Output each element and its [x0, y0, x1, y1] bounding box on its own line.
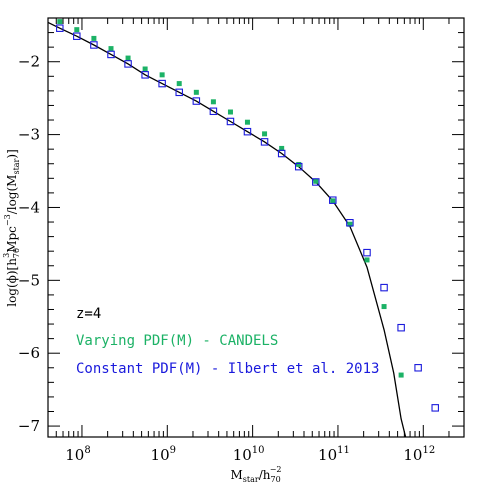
- data-point-filled: [210, 99, 216, 105]
- data-point-open: [73, 32, 81, 40]
- data-point-open: [175, 88, 183, 97]
- data-point-filled: [142, 66, 148, 72]
- data-point-filled: [364, 257, 370, 263]
- data-point-open: [346, 219, 354, 227]
- legend-series-1: Varying PDF(M) - CANDELS: [76, 333, 278, 349]
- axis-ticks: [47, 17, 465, 437]
- data-point-open: [329, 196, 337, 204]
- y-tick-label: −2: [18, 53, 40, 71]
- data-point-open: [192, 97, 201, 105]
- y-tick-label: −6: [18, 344, 40, 362]
- data-point-open: [141, 71, 149, 79]
- x-tick-label: 1010: [233, 445, 265, 464]
- data-point-open: [56, 24, 64, 32]
- data-point-filled: [330, 198, 336, 204]
- y-tick-label: −5: [18, 271, 40, 289]
- data-point-open: [90, 41, 98, 49]
- data-point-filled: [381, 304, 387, 310]
- data-point-open: [294, 162, 303, 171]
- data-point-open: [209, 107, 218, 116]
- data-point-filled: [57, 19, 63, 25]
- data-point-filled: [91, 35, 97, 41]
- data-point-open: [380, 283, 388, 292]
- y-axis-label: log(ϕ)[h703Mpc−3/log(Mstar)]: [2, 149, 21, 307]
- data-point-filled: [74, 27, 80, 33]
- data-point-open: [226, 117, 235, 126]
- data-point-filled: [347, 221, 353, 227]
- y-tick-label: −4: [18, 198, 40, 216]
- series-2: [56, 24, 439, 412]
- data-point-filled: [176, 81, 182, 87]
- data-point-filled: [125, 55, 131, 61]
- x-tick-label: 108: [65, 445, 90, 464]
- data-point-open: [397, 323, 405, 332]
- y-tick-label: −3: [18, 126, 40, 144]
- x-tick-label: 109: [151, 445, 176, 464]
- data-point-filled: [398, 372, 404, 378]
- data-point-filled: [279, 145, 285, 151]
- data-point-open: [158, 79, 166, 88]
- data-point-open: [277, 149, 286, 158]
- data-point-open: [260, 138, 269, 146]
- y-tick-label: −7: [18, 417, 40, 435]
- annotation-redshift: z=4: [76, 306, 101, 322]
- data-point-open: [107, 50, 115, 59]
- data-point-open: [243, 127, 252, 136]
- data-point-filled: [108, 46, 114, 52]
- data-point-filled: [227, 109, 233, 115]
- data-point-filled: [296, 161, 302, 167]
- legend-series-2: Constant PDF(M) - Ilbert et al. 2013: [76, 361, 379, 377]
- series-layer: [56, 19, 439, 412]
- data-point-filled: [313, 178, 319, 184]
- series-1: [57, 19, 404, 378]
- plot-frame: [47, 17, 465, 438]
- data-point-open: [363, 248, 371, 257]
- data-point-filled: [244, 119, 250, 125]
- data-point-open: [431, 404, 439, 412]
- y-tick-labels: −2 −3 −4 −5 −6 −7: [18, 53, 40, 435]
- x-tick-label: 1011: [318, 445, 350, 464]
- x-tick-label: 1012: [403, 445, 435, 464]
- data-point-filled: [193, 89, 199, 95]
- data-point-open: [312, 178, 320, 186]
- data-point-filled: [262, 131, 268, 137]
- x-axis-label: Mstar/h70−2: [231, 465, 282, 484]
- data-point-open: [414, 364, 422, 372]
- x-tick-labels: 108 109 1010 1011 1012: [65, 445, 435, 464]
- data-point-filled: [159, 72, 165, 78]
- data-point-open: [124, 60, 132, 68]
